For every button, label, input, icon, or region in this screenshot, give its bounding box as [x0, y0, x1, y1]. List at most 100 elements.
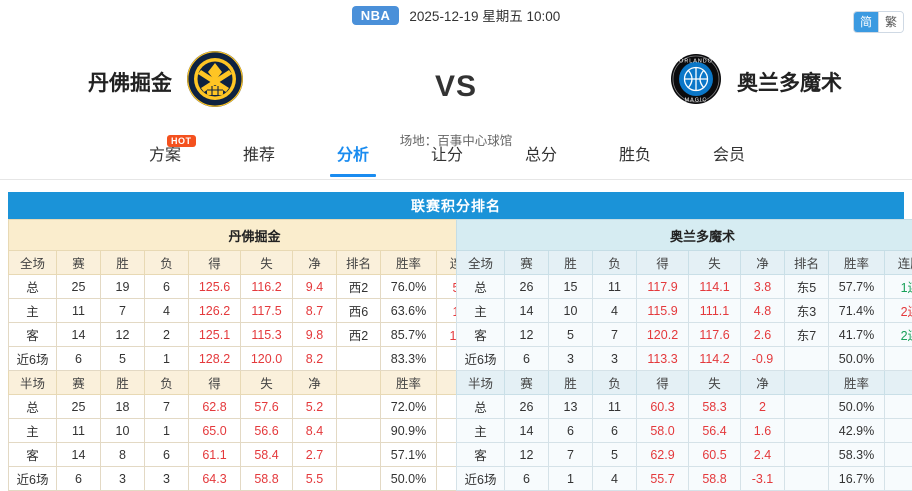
cell-rank: [337, 467, 381, 491]
tab-rangfen[interactable]: 让分: [400, 132, 494, 180]
tab-label: 方案: [149, 147, 181, 164]
tab-shengfu[interactable]: 胜负: [588, 132, 682, 180]
tab-fenxi[interactable]: 分析: [306, 132, 400, 180]
cell-win: 5: [549, 323, 593, 347]
column-header-win: 胜: [549, 371, 593, 395]
column-header-against: 失: [689, 371, 741, 395]
tab-huiyuan[interactable]: 会员: [682, 132, 776, 180]
cell-net: 1.6: [741, 419, 785, 443]
cell-against: 114.1: [689, 275, 741, 299]
cell-against: 57.6: [241, 395, 293, 419]
cell-games: 25: [57, 275, 101, 299]
cell-net: -0.9: [741, 347, 785, 371]
cell-against: 117.5: [241, 299, 293, 323]
column-header-winrate: 胜率: [829, 251, 885, 275]
cell-pts: 62.9: [637, 443, 689, 467]
tab-label: 让分: [431, 147, 463, 164]
cell-rank: 东5: [785, 275, 829, 299]
column-header-pts: 得: [189, 371, 241, 395]
table-column-header-full: 全场赛胜负得失净排名胜率连胜负: [457, 251, 912, 275]
cell-pts: 60.3: [637, 395, 689, 419]
cell-streak: [885, 443, 912, 467]
cell-games: 12: [505, 323, 549, 347]
cell-net: 4.8: [741, 299, 785, 323]
cell-winrate: 50.0%: [381, 467, 437, 491]
column-header-games: 赛: [57, 371, 101, 395]
tab-label: 分析: [337, 147, 369, 164]
cell-scope: 主: [9, 299, 57, 323]
cell-loss: 6: [593, 419, 637, 443]
cell-scope: 主: [9, 419, 57, 443]
cell-winrate: 50.0%: [829, 395, 885, 419]
cell-scope: 近6场: [9, 347, 57, 371]
cell-against: 116.2: [241, 275, 293, 299]
tab-label: 推荐: [243, 147, 275, 164]
cell-streak: 1连败: [885, 275, 912, 299]
cell-against: 56.4: [689, 419, 741, 443]
cell-winrate: 71.4%: [829, 299, 885, 323]
cell-winrate: 63.6%: [381, 299, 437, 323]
tab-tuijian[interactable]: 推荐: [212, 132, 306, 180]
hot-badge: HOT: [167, 135, 196, 148]
cell-scope: 主: [457, 419, 505, 443]
cell-loss: 4: [145, 299, 189, 323]
cell-winrate: 76.0%: [381, 275, 437, 299]
column-header-win: 胜: [101, 251, 145, 275]
cell-pts: 55.7: [637, 467, 689, 491]
cell-rank: [337, 443, 381, 467]
cell-net: 9.8: [293, 323, 337, 347]
standings-tables: 丹佛掘金全场赛胜负得失净排名胜率连胜负总25196125.6116.29.4西2…: [8, 219, 904, 491]
cell-win: 12: [101, 323, 145, 347]
column-header-empty: [885, 371, 912, 395]
cell-net: 2.4: [741, 443, 785, 467]
cell-against: 115.3: [241, 323, 293, 347]
cell-rank: [785, 419, 829, 443]
cell-streak: 2连胜: [885, 299, 912, 323]
cell-scope: 近6场: [9, 467, 57, 491]
cell-win: 8: [101, 443, 145, 467]
cell-games: 6: [57, 347, 101, 371]
cell-games: 6: [57, 467, 101, 491]
column-header-loss: 负: [593, 251, 637, 275]
cell-net: 2.7: [293, 443, 337, 467]
cell-rank: [785, 347, 829, 371]
cell-rank: 东7: [785, 323, 829, 347]
cell-win: 19: [101, 275, 145, 299]
cell-games: 26: [505, 395, 549, 419]
tab-zongfen[interactable]: 总分: [494, 132, 588, 180]
cell-against: 120.0: [241, 347, 293, 371]
cell-pts: 117.9: [637, 275, 689, 299]
home-standings-table: 丹佛掘金全场赛胜负得失净排名胜率连胜负总25196125.6116.29.4西2…: [8, 219, 501, 491]
cell-loss: 11: [593, 275, 637, 299]
cell-loss: 4: [593, 299, 637, 323]
cell-against: 58.8: [689, 467, 741, 491]
cell-pts: 58.0: [637, 419, 689, 443]
cell-against: 60.5: [689, 443, 741, 467]
vs-label: VS: [0, 70, 912, 104]
table-team-name: 丹佛掘金: [9, 220, 501, 251]
cell-games: 14: [505, 419, 549, 443]
away-standings-table-wrap: 奥兰多魔术全场赛胜负得失净排名胜率连胜负总261511117.9114.13.8…: [456, 219, 904, 491]
tab-fangan[interactable]: HOT 方案: [118, 132, 212, 180]
column-header-net: 净: [741, 251, 785, 275]
column-header-streak: 连胜负: [885, 251, 912, 275]
cell-rank: [785, 443, 829, 467]
section-tabs[interactable]: HOT 方案 推荐 分析 让分 总分 胜负 会员: [0, 132, 912, 180]
cell-winrate: 90.9%: [381, 419, 437, 443]
cell-winrate: 72.0%: [381, 395, 437, 419]
cell-loss: 4: [593, 467, 637, 491]
column-header-win: 胜: [549, 251, 593, 275]
cell-loss: 3: [145, 467, 189, 491]
league-badge: NBA: [352, 6, 400, 25]
column-header-pts: 得: [189, 251, 241, 275]
cell-games: 11: [57, 419, 101, 443]
column-header-empty: [785, 371, 829, 395]
cell-net: 8.2: [293, 347, 337, 371]
cell-winrate: 42.9%: [829, 419, 885, 443]
